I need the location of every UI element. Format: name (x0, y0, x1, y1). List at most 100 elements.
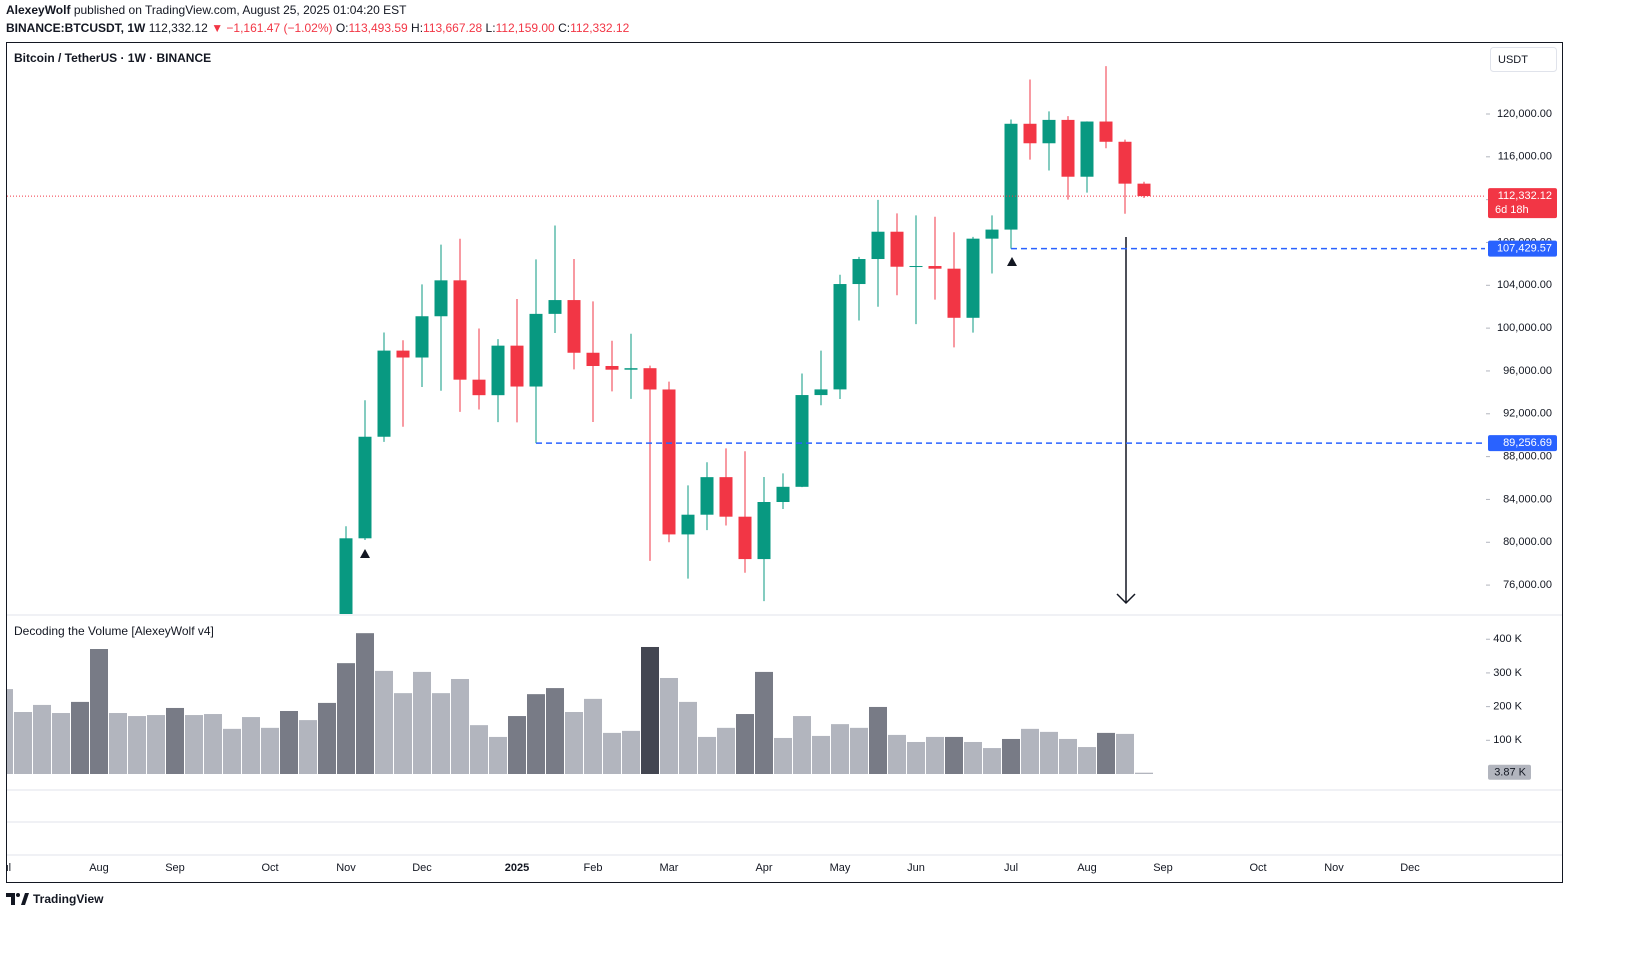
volume-bar (983, 748, 1001, 774)
candle-body (643, 368, 657, 390)
x-tick-label: Jul (0, 862, 11, 874)
volume-bar (755, 671, 773, 774)
volume-bar (261, 727, 279, 774)
volume-bar (394, 693, 412, 774)
candle-body (396, 350, 410, 358)
volume-bar (52, 713, 70, 774)
ohlc-value: 113,667.28 (423, 21, 482, 35)
volume-bar (1116, 733, 1134, 774)
symbol: BINANCE:BTCUSDT, 1W (6, 21, 146, 35)
x-tick-label: Apr (755, 862, 772, 874)
volume-bar (1135, 772, 1153, 774)
candle-body (624, 368, 638, 370)
volume-bar (603, 732, 621, 774)
y-tick-label: 76,000.00 (1503, 579, 1552, 591)
candle-body (662, 389, 676, 535)
volume-label: 3.87 K (1494, 767, 1526, 779)
volume-bar (185, 715, 203, 774)
candle-body (890, 231, 904, 267)
candle-body (719, 477, 733, 517)
volume-bar (1002, 738, 1020, 774)
volume-bar (413, 671, 431, 774)
candle-body (928, 266, 942, 269)
ohlc-value: 113,493.59 (349, 21, 408, 35)
volume-bar (926, 736, 944, 774)
volume-bars (7, 633, 1153, 774)
candle-body (757, 502, 771, 560)
x-tick-label: Dec (412, 862, 432, 874)
brand: TradingView (33, 892, 104, 906)
x-tick-label: Aug (89, 862, 109, 874)
volume-bar (33, 704, 51, 774)
volume-bar (128, 716, 146, 774)
x-tick-label: Jul (1004, 862, 1018, 874)
candle-body (776, 486, 790, 503)
volume-bar (565, 712, 583, 774)
marker-triangle (1007, 257, 1017, 266)
candle-body (1137, 183, 1151, 197)
ohlc-value: 112,332.12 (570, 21, 629, 35)
frame (6, 42, 1563, 883)
volume-bar (432, 693, 450, 774)
level-label-box (1488, 435, 1557, 452)
volume-bar (660, 677, 678, 774)
volume-bar (869, 706, 887, 774)
candle-body (472, 379, 486, 396)
price-label-box (1488, 188, 1557, 219)
volume-bar (546, 688, 564, 774)
volume-bar (1078, 747, 1096, 774)
volume-tick-label: 100 K (1493, 734, 1522, 746)
volume-title: Decoding the Volume [AlexeyWolf v4] (14, 624, 214, 638)
x-tick-label: Feb (584, 862, 603, 874)
candle-body (415, 316, 429, 358)
candle-body (966, 238, 980, 318)
x-tick-label: Jun (907, 862, 925, 874)
volume-bar (698, 736, 716, 774)
volume-tick-label: 400 K (1493, 633, 1522, 645)
x-tick-label: Oct (1249, 862, 1266, 874)
ohlc-key: L: (486, 21, 496, 35)
logo: TradingView (6, 892, 104, 906)
author: AlexeyWolf (6, 3, 71, 17)
volume-bar (888, 734, 906, 774)
y-tick-label: 88,000.00 (1503, 451, 1552, 463)
y-tick-label: 120,000.00 (1497, 108, 1552, 120)
currency-box[interactable] (1490, 47, 1557, 72)
volume-bar (622, 730, 640, 774)
chart-title: Bitcoin / TetherUS · 1W · BINANCE (14, 51, 211, 65)
volume-bar (717, 727, 735, 774)
volume-bar (679, 701, 697, 774)
y-tick-label: 104,000.00 (1497, 279, 1552, 291)
volume-bar (508, 716, 526, 774)
level-label: 89,256.69 (1503, 437, 1552, 449)
ohlc-key: O: (336, 21, 349, 35)
y-tick-label: 80,000.00 (1503, 536, 1552, 548)
candle-body (700, 477, 714, 515)
countdown: 6d 18h (1495, 204, 1529, 216)
volume-bar (375, 670, 393, 774)
candle-body (795, 395, 809, 487)
candle-body (377, 350, 391, 437)
candle-body (586, 352, 600, 367)
volume-bar (641, 646, 659, 774)
volume-bar (109, 713, 127, 774)
volume-bar (451, 678, 469, 774)
axes: 76,000.00 80,000.00 84,000.00 88,000.00 92,0… (1486, 108, 1557, 780)
volume-bar (831, 724, 849, 774)
volume-bar (945, 736, 963, 774)
y-tick-label: 84,000.00 (1503, 493, 1552, 505)
candle-body (339, 538, 353, 614)
volume-bar (280, 710, 298, 774)
candle-body (947, 268, 961, 318)
ohlc-key: C: (558, 21, 570, 35)
y-tick-label: 92,000.00 (1503, 408, 1552, 420)
candle-body (1023, 123, 1037, 144)
arrow-head (1116, 593, 1136, 605)
x-tick-label: Oct (261, 862, 278, 874)
volume-bar (1021, 728, 1039, 774)
volume-bar (7, 689, 13, 774)
volume-bar (242, 717, 260, 774)
candle-body (1042, 119, 1056, 144)
volume-bar (907, 741, 925, 774)
